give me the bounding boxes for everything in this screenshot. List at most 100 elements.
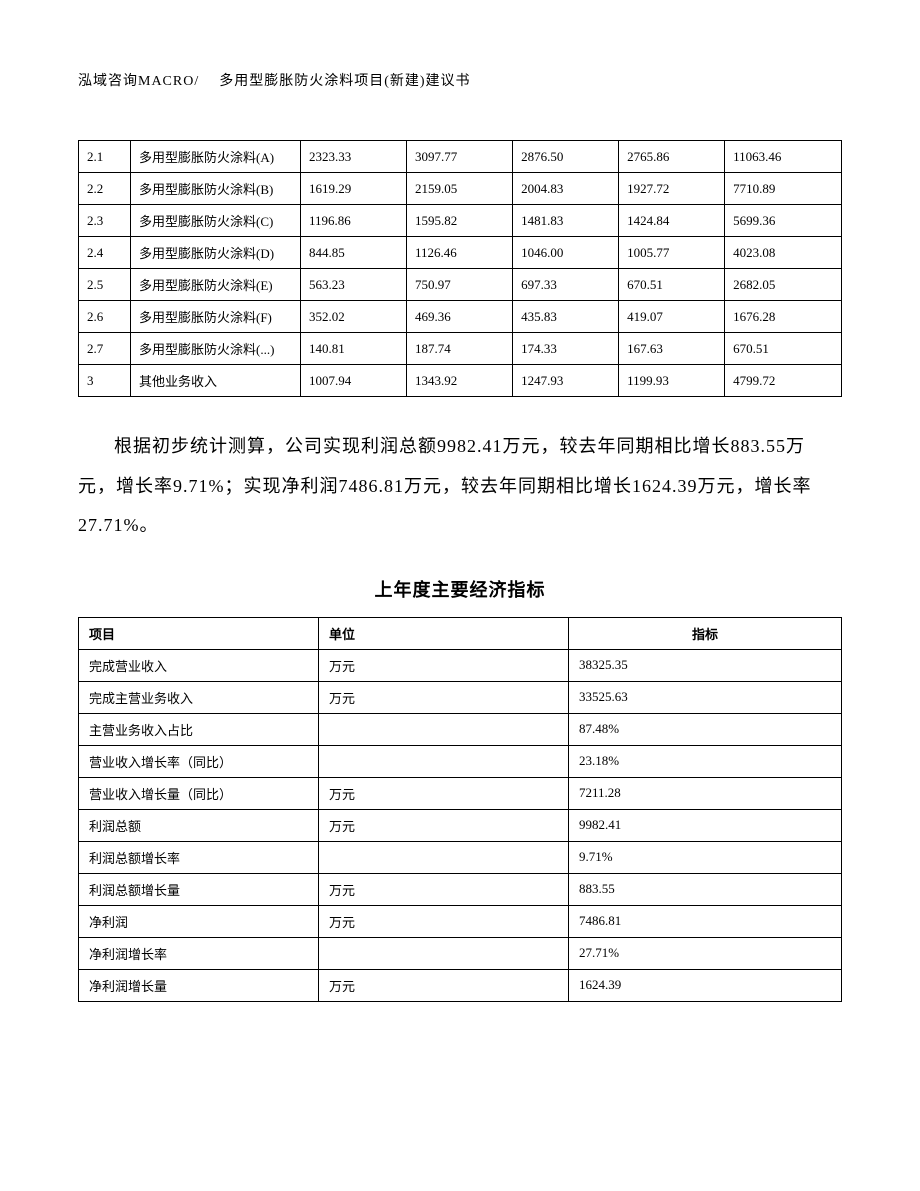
cell: 利润总额增长量: [79, 873, 319, 905]
cell: 27.71%: [569, 937, 842, 969]
cell: 多用型膨胀防火涂料(F): [131, 301, 301, 333]
page-header: 泓域咨询MACRO/多用型膨胀防火涂料项目(新建)建议书: [78, 70, 842, 90]
cell: 883.55: [569, 873, 842, 905]
cell: 万元: [319, 681, 569, 713]
cell: 多用型膨胀防火涂料(D): [131, 237, 301, 269]
cell: 7486.81: [569, 905, 842, 937]
cell: 4799.72: [725, 365, 842, 397]
cell: 352.02: [301, 301, 407, 333]
cell: 万元: [319, 777, 569, 809]
cell: 2004.83: [513, 173, 619, 205]
table-row: 2.3 多用型膨胀防火涂料(C) 1196.86 1595.82 1481.83…: [79, 205, 842, 237]
cell: 万元: [319, 873, 569, 905]
cell: 利润总额增长率: [79, 841, 319, 873]
header-right: 多用型膨胀防火涂料项目(新建)建议书: [219, 74, 470, 89]
cell: 2.7: [79, 333, 131, 365]
cell: 2.5: [79, 269, 131, 301]
cell: 1199.93: [619, 365, 725, 397]
cell: 2.3: [79, 205, 131, 237]
section-title: 上年度主要经济指标: [78, 576, 842, 602]
cell: 167.63: [619, 333, 725, 365]
table-row: 营业收入增长量（同比） 万元 7211.28: [79, 777, 842, 809]
indicators-table: 项目 单位 指标 完成营业收入 万元 38325.35 完成主营业务收入 万元 …: [78, 617, 842, 1002]
cell: 净利润: [79, 905, 319, 937]
cell: [319, 841, 569, 873]
cell: 1619.29: [301, 173, 407, 205]
cell: 9982.41: [569, 809, 842, 841]
table-row: 2.4 多用型膨胀防火涂料(D) 844.85 1126.46 1046.00 …: [79, 237, 842, 269]
cell: 2159.05: [407, 173, 513, 205]
cell: 2876.50: [513, 141, 619, 173]
cell: 3: [79, 365, 131, 397]
table-row: 利润总额 万元 9982.41: [79, 809, 842, 841]
cell: 7211.28: [569, 777, 842, 809]
cell: 营业收入增长量（同比）: [79, 777, 319, 809]
cell: 4023.08: [725, 237, 842, 269]
table-row: 净利润 万元 7486.81: [79, 905, 842, 937]
header-cell: 指标: [569, 617, 842, 649]
cell: 2682.05: [725, 269, 842, 301]
cell: 净利润增长率: [79, 937, 319, 969]
revenue-table: 2.1 多用型膨胀防火涂料(A) 2323.33 3097.77 2876.50…: [78, 140, 842, 397]
table-row: 净利润增长率 27.71%: [79, 937, 842, 969]
cell: 多用型膨胀防火涂料(C): [131, 205, 301, 237]
cell: 750.97: [407, 269, 513, 301]
summary-paragraph: 根据初步统计测算，公司实现利润总额9982.41万元，较去年同期相比增长883.…: [78, 427, 842, 546]
cell: 1005.77: [619, 237, 725, 269]
cell: 33525.63: [569, 681, 842, 713]
cell: 11063.46: [725, 141, 842, 173]
table-row: 3 其他业务收入 1007.94 1343.92 1247.93 1199.93…: [79, 365, 842, 397]
cell: 1927.72: [619, 173, 725, 205]
cell: 1424.84: [619, 205, 725, 237]
cell: 2.1: [79, 141, 131, 173]
cell: 万元: [319, 969, 569, 1001]
cell: 5699.36: [725, 205, 842, 237]
cell: 1624.39: [569, 969, 842, 1001]
cell: 670.51: [619, 269, 725, 301]
cell: 697.33: [513, 269, 619, 301]
cell: [319, 937, 569, 969]
cell: 多用型膨胀防火涂料(A): [131, 141, 301, 173]
cell: 2323.33: [301, 141, 407, 173]
table-row: 2.7 多用型膨胀防火涂料(...) 140.81 187.74 174.33 …: [79, 333, 842, 365]
cell: 38325.35: [569, 649, 842, 681]
cell: 1247.93: [513, 365, 619, 397]
cell: 1595.82: [407, 205, 513, 237]
revenue-table-body: 2.1 多用型膨胀防火涂料(A) 2323.33 3097.77 2876.50…: [79, 141, 842, 397]
cell: 万元: [319, 809, 569, 841]
cell: 2.4: [79, 237, 131, 269]
cell: 主营业务收入占比: [79, 713, 319, 745]
table-row: 2.5 多用型膨胀防火涂料(E) 563.23 750.97 697.33 67…: [79, 269, 842, 301]
header-cell: 单位: [319, 617, 569, 649]
cell: 利润总额: [79, 809, 319, 841]
cell: 174.33: [513, 333, 619, 365]
cell: 87.48%: [569, 713, 842, 745]
cell: 435.83: [513, 301, 619, 333]
cell: 1676.28: [725, 301, 842, 333]
table-row: 2.6 多用型膨胀防火涂料(F) 352.02 469.36 435.83 41…: [79, 301, 842, 333]
table-row: 利润总额增长率 9.71%: [79, 841, 842, 873]
cell: [319, 713, 569, 745]
cell: 完成主营业务收入: [79, 681, 319, 713]
cell: 净利润增长量: [79, 969, 319, 1001]
cell: 1481.83: [513, 205, 619, 237]
cell: 844.85: [301, 237, 407, 269]
cell: 万元: [319, 649, 569, 681]
cell: 670.51: [725, 333, 842, 365]
cell: [319, 745, 569, 777]
cell: 万元: [319, 905, 569, 937]
cell: 1046.00: [513, 237, 619, 269]
header-left: 泓域咨询MACRO/: [78, 74, 199, 89]
cell: 469.36: [407, 301, 513, 333]
cell: 3097.77: [407, 141, 513, 173]
cell: 多用型膨胀防火涂料(B): [131, 173, 301, 205]
table-row: 净利润增长量 万元 1624.39: [79, 969, 842, 1001]
cell: 完成营业收入: [79, 649, 319, 681]
cell: 563.23: [301, 269, 407, 301]
table-row: 完成营业收入 万元 38325.35: [79, 649, 842, 681]
table-row: 营业收入增长率（同比） 23.18%: [79, 745, 842, 777]
table-row: 2.2 多用型膨胀防火涂料(B) 1619.29 2159.05 2004.83…: [79, 173, 842, 205]
table-row: 2.1 多用型膨胀防火涂料(A) 2323.33 3097.77 2876.50…: [79, 141, 842, 173]
cell: 1007.94: [301, 365, 407, 397]
cell: 9.71%: [569, 841, 842, 873]
